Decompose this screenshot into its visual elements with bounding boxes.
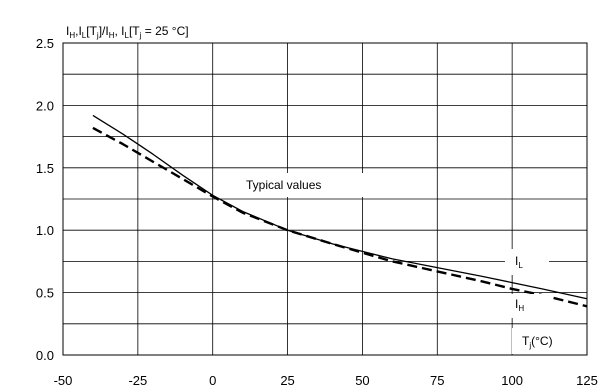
typical-values-annotation: Typical values (246, 178, 321, 192)
grid (63, 43, 587, 355)
ih-label-background (505, 294, 549, 318)
x-tick-label: 125 (576, 373, 598, 388)
series-label-ih: IH (515, 297, 524, 313)
y-tick-label: 0.5 (36, 286, 54, 301)
series-group (92, 114, 588, 308)
x-tick-label: 100 (501, 373, 523, 388)
y-axis-label: IH,IL[Tj]/IH, IL[Tj = 25 °C] (66, 24, 189, 40)
y-tick-label: 2.5 (36, 36, 54, 51)
x-tick-label: 25 (280, 373, 294, 388)
x-tick-label: -50 (54, 373, 73, 388)
y-tick-label: 2.0 (36, 98, 54, 113)
y-tick-label: 1.0 (36, 223, 54, 238)
plot-area-border (62, 42, 588, 356)
il-label-background (505, 249, 549, 275)
x-axis-label-background (512, 328, 584, 354)
series-ih-line (92, 126, 588, 308)
x-tick-label: 0 (209, 373, 216, 388)
series-il-line (92, 114, 588, 300)
y-tick-label: 0.0 (36, 348, 54, 363)
y-tick-label: 1.5 (36, 161, 54, 176)
x-tick-label: -25 (128, 373, 147, 388)
x-tick-label: 50 (355, 373, 369, 388)
x-axis-label: Tj(°C) (522, 334, 553, 350)
tick-labels: -50 -25 0 25 50 75 100 125 0.0 0.5 1.0 1.5 2.0 2.5 (36, 36, 598, 388)
x-tick-label: 75 (430, 373, 444, 388)
annotation-background (238, 173, 374, 197)
series-label-il: IL (515, 254, 523, 270)
